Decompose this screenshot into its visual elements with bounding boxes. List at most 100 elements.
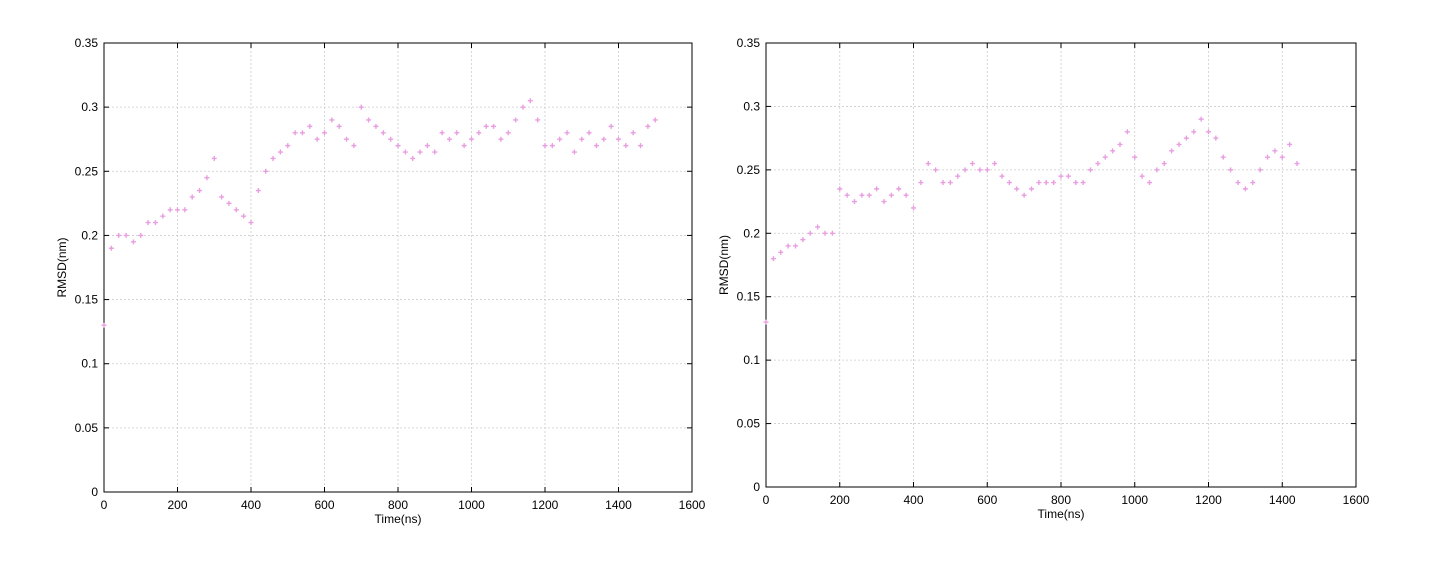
x-tick-label: 200 bbox=[167, 498, 187, 512]
point bbox=[351, 143, 357, 149]
point bbox=[285, 143, 291, 149]
point bbox=[476, 130, 482, 136]
point bbox=[520, 104, 526, 110]
point bbox=[1169, 148, 1175, 154]
point bbox=[601, 136, 607, 142]
point bbox=[366, 117, 372, 123]
point bbox=[322, 130, 327, 136]
point bbox=[299, 130, 305, 136]
y-tick-label: 0.25 bbox=[737, 163, 761, 177]
point bbox=[984, 167, 990, 173]
x-tick-label: 1200 bbox=[532, 498, 559, 512]
point bbox=[785, 243, 791, 249]
point bbox=[344, 136, 350, 142]
point bbox=[167, 207, 173, 213]
point bbox=[770, 256, 776, 262]
point bbox=[1242, 186, 1248, 192]
x-tick-label: 1400 bbox=[1269, 493, 1296, 507]
point bbox=[233, 207, 239, 213]
point bbox=[439, 130, 445, 136]
point bbox=[1014, 186, 1020, 192]
point bbox=[454, 130, 460, 136]
y-tick-label: 0.15 bbox=[737, 290, 761, 304]
point bbox=[204, 175, 210, 181]
point bbox=[793, 243, 798, 249]
x-tick-label: 1000 bbox=[458, 498, 485, 512]
point bbox=[175, 207, 180, 213]
point bbox=[1272, 148, 1278, 154]
point bbox=[903, 192, 909, 198]
x-tick-label: 800 bbox=[1051, 493, 1071, 507]
point bbox=[896, 186, 902, 192]
point bbox=[483, 123, 489, 129]
point bbox=[1220, 154, 1226, 160]
y-tick-label: 0.15 bbox=[75, 293, 99, 307]
point bbox=[1287, 141, 1293, 147]
x-tick-label: 1000 bbox=[1121, 493, 1148, 507]
point bbox=[152, 220, 158, 226]
y-tick-label: 0.1 bbox=[743, 353, 760, 367]
point bbox=[579, 136, 585, 142]
y-tick-label: 0.3 bbox=[81, 100, 98, 114]
point bbox=[925, 161, 931, 167]
point bbox=[527, 98, 533, 104]
point bbox=[829, 230, 835, 236]
point bbox=[778, 249, 784, 255]
point bbox=[940, 180, 946, 186]
point bbox=[586, 130, 592, 136]
y-axis-label: RMSD(nm) bbox=[55, 238, 69, 298]
point bbox=[498, 136, 504, 142]
point bbox=[263, 168, 269, 174]
point bbox=[571, 149, 577, 155]
point bbox=[116, 232, 122, 238]
y-tick-label: 0 bbox=[753, 480, 760, 494]
point bbox=[1117, 141, 1123, 147]
point bbox=[1029, 186, 1034, 192]
point bbox=[101, 322, 107, 328]
point bbox=[1102, 154, 1108, 160]
point bbox=[1213, 135, 1219, 141]
point bbox=[955, 173, 961, 179]
point bbox=[1065, 173, 1071, 179]
point bbox=[1154, 167, 1160, 173]
x-tick-label: 0 bbox=[763, 493, 770, 507]
point bbox=[388, 136, 394, 142]
x-tick-label: 1600 bbox=[1343, 493, 1370, 507]
point bbox=[1006, 180, 1012, 186]
x-tick-label: 400 bbox=[241, 498, 261, 512]
point bbox=[402, 149, 408, 155]
point bbox=[505, 130, 511, 136]
point bbox=[557, 136, 563, 142]
point bbox=[645, 123, 651, 129]
point bbox=[1265, 154, 1270, 160]
x-tick-label: 1400 bbox=[605, 498, 632, 512]
point bbox=[277, 149, 283, 155]
point bbox=[336, 123, 342, 129]
point bbox=[424, 143, 430, 149]
y-tick-label: 0.2 bbox=[81, 228, 98, 242]
point bbox=[432, 149, 438, 155]
y-tick-label: 0.35 bbox=[75, 36, 99, 50]
point bbox=[1228, 167, 1234, 173]
point bbox=[1095, 161, 1101, 167]
point bbox=[1294, 161, 1300, 167]
y-tick-label: 0.1 bbox=[81, 357, 98, 371]
point bbox=[358, 104, 364, 110]
point bbox=[513, 117, 519, 123]
point bbox=[616, 136, 621, 142]
point bbox=[933, 167, 939, 173]
point bbox=[1124, 129, 1130, 135]
point bbox=[962, 167, 968, 173]
plot-frame bbox=[103, 42, 693, 493]
point bbox=[270, 155, 276, 161]
point bbox=[837, 186, 843, 192]
point bbox=[1191, 129, 1197, 135]
y-tick-label: 0 bbox=[91, 485, 98, 499]
y-tick-label: 0.25 bbox=[75, 164, 99, 178]
point bbox=[189, 194, 195, 200]
point bbox=[918, 180, 924, 186]
point bbox=[815, 224, 821, 230]
point bbox=[1132, 154, 1138, 160]
point bbox=[255, 188, 261, 194]
